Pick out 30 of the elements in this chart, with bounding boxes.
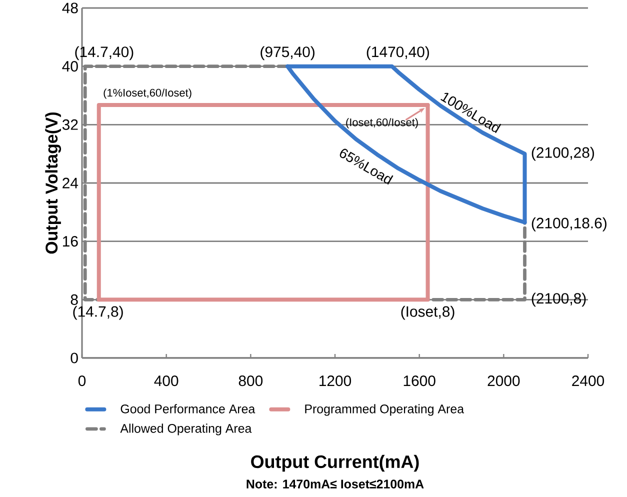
annotation: (1%Ioset,60/Ioset)	[104, 88, 192, 99]
annotation: (Ioset,8)	[401, 306, 454, 320]
annotation: (2100,28)	[532, 146, 594, 161]
annotation: (1470,40)	[366, 46, 429, 60]
annotation: (975,40)	[260, 46, 314, 60]
annotation: (2100,18.6)	[532, 217, 606, 232]
x-tick-label: 2000	[488, 376, 520, 386]
x-axis-title: Output Current(mA)	[251, 454, 419, 472]
y-axis-title: Output Voltage(V)	[45, 112, 62, 254]
y-tick-label: 24	[62, 178, 78, 188]
annotation: (2100,8)	[532, 292, 586, 307]
x-tick-label: 800	[238, 376, 263, 386]
y-tick-label: 0	[70, 352, 78, 364]
x-tick-label: 2400	[572, 376, 604, 386]
legend-label: Allowed Operating Area	[120, 424, 252, 436]
x-tick-label: 1200	[320, 376, 352, 386]
x-tick-label: 0	[78, 376, 86, 386]
legend-label: Good Performance Area	[120, 404, 256, 414]
text: Note: 1470mA≤ Ioset≤2100mA	[246, 480, 424, 488]
y-tick-label: 40	[62, 61, 78, 72]
x-tick-label: 1600	[404, 376, 436, 386]
annotation: (14.7,40)	[75, 46, 134, 60]
y-tick-label: 16	[63, 236, 78, 247]
legend-label: Programmed Operating Area	[305, 404, 464, 416]
annotation: (14.7,8)	[73, 306, 123, 320]
annotation: (Ioset,60/Ioset)	[346, 118, 418, 128]
y-tick-label: 32	[62, 119, 78, 130]
y-tick-label: 8	[70, 294, 78, 305]
y-tick-label: 48	[62, 2, 78, 14]
x-tick-label: 400	[154, 376, 178, 386]
